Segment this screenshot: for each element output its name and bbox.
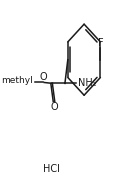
Text: NH₂: NH₂: [78, 78, 97, 88]
Text: methyl: methyl: [1, 76, 33, 85]
Text: HCl: HCl: [43, 164, 59, 174]
Text: O: O: [39, 72, 47, 82]
Text: O: O: [51, 102, 59, 112]
Text: F: F: [98, 38, 103, 48]
